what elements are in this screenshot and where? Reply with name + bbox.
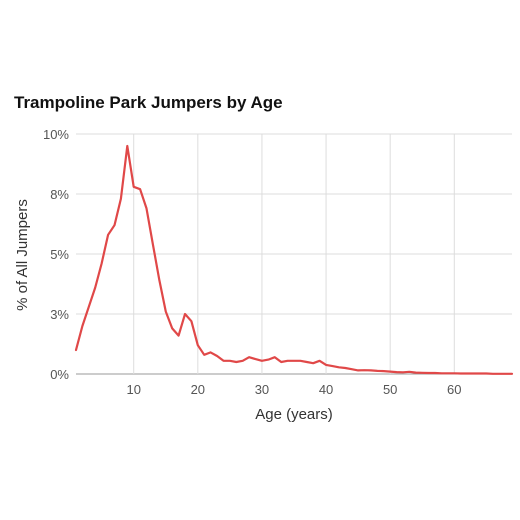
y-axis-label: % of All Jumpers <box>14 199 31 311</box>
y-tick-label: 5% <box>50 247 69 262</box>
y-tick-label: 0% <box>50 367 69 382</box>
y-tick-label: 10% <box>43 127 69 142</box>
x-tick-label: 50 <box>383 382 397 397</box>
x-tick-label: 30 <box>255 382 269 397</box>
x-tick-label: 10 <box>126 382 140 397</box>
series-line <box>74 144 514 375</box>
series-layer <box>74 144 514 375</box>
chart-title: Trampoline Park Jumpers by Age <box>14 93 283 112</box>
x-tick-label: 60 <box>447 382 461 397</box>
x-tick-label: 40 <box>319 382 333 397</box>
y-tick-label: 3% <box>50 307 69 322</box>
x-axis-label: Age (years) <box>255 406 333 423</box>
x-tick-label: 20 <box>191 382 205 397</box>
grid-layer <box>76 133 512 375</box>
y-tick-label: 8% <box>50 187 69 202</box>
tick-layer: 0% 3% 5% 8% 10% 10 20 30 40 50 60 <box>43 127 462 397</box>
